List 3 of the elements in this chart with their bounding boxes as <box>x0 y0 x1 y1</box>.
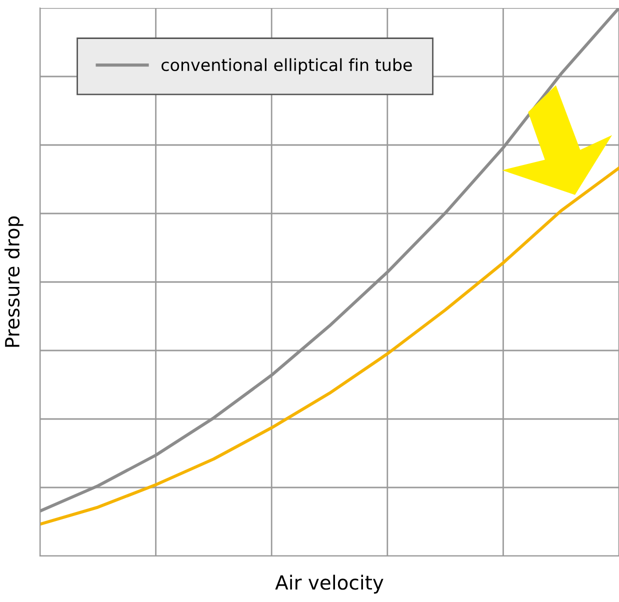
x-axis-title: Air velocity <box>275 574 384 594</box>
legend-label: conventional elliptical fin tube <box>162 58 412 74</box>
y-axis-title: Pressure drop <box>4 216 24 347</box>
